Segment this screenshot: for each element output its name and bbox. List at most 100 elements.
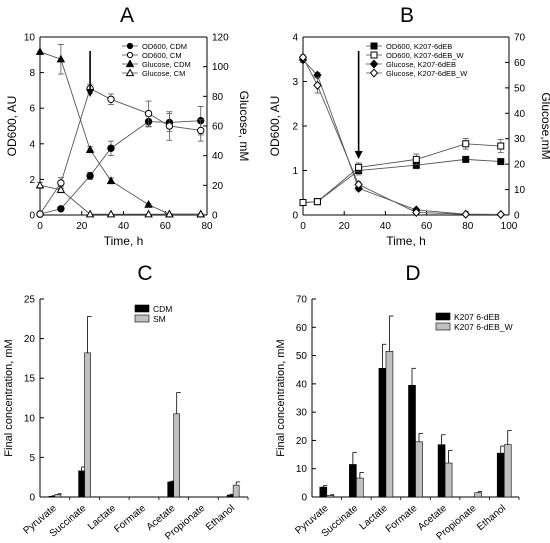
y-tick-label: 8 [29,68,35,79]
y-tick-label: 1 [292,166,298,177]
data-point [35,180,45,189]
panel-label: A [120,4,134,27]
x-tick-label: Formate [112,503,148,536]
legend-label: OD600, CM [142,51,182,60]
x-tick-label: 0 [300,221,306,232]
x-tick-label: Ethanol [204,503,237,533]
bar [437,444,446,498]
data-point [107,144,115,152]
legend-marker [369,68,379,78]
legend-label: Glucose, K207-6dEB_W [386,69,468,78]
y-tick-label: 10 [24,33,36,44]
y-tick-label: 5 [29,453,35,464]
panel-label: B [400,4,414,27]
data-point [298,52,308,62]
y-tick-label: 2 [292,122,298,133]
data-point [462,155,470,163]
y-tick-label: 10 [24,413,36,424]
legend-label: K207 6-dEB [454,312,500,322]
y-tick-label: 4 [29,139,35,150]
y2-tick-label: 40 [514,109,526,120]
legend-label: SM [153,314,166,324]
bar [226,494,234,498]
x-axis-title: Time, h [386,234,426,248]
x-tick-label: 100 [501,221,518,232]
panel-label: D [405,262,420,285]
legend-label: OD600, CDM [142,42,187,51]
data-point [107,95,115,104]
bar [349,464,357,498]
bar [378,367,387,498]
x-axis-title: Time, h [104,234,144,248]
bar [54,494,62,498]
bar [173,413,181,498]
data-point [461,209,470,219]
y-tick-label: 20 [24,334,36,345]
data-point [36,210,44,218]
y-tick-label: 60 [296,323,308,334]
y-tick-label: 0 [29,211,35,222]
legend-marker [370,42,378,50]
y2-tick-label: 120 [212,33,229,44]
y-axis-title: OD600, AU [268,96,282,157]
data-point [313,198,321,206]
bar [503,444,512,498]
y2-tick-label: 40 [212,151,224,162]
x-tick-label: 20 [339,221,351,232]
data-point [497,142,505,150]
data-point [462,140,470,148]
data-point [196,209,205,218]
y2-tick-label: 50 [514,83,526,94]
legend-marker [369,59,379,69]
y-tick-label: 15 [24,374,36,385]
y2-axis-title: Glucose, mM [237,91,251,162]
series-line-0 [39,120,201,215]
y-tick-label: 3 [292,77,298,88]
data-point [56,54,66,63]
y-tick-label: 20 [296,436,308,447]
y2-tick-label: 100 [212,62,229,73]
series-line-1 [302,143,501,203]
y-tick-label: 0 [292,211,298,222]
y-tick-label: 0 [29,493,35,504]
x-tick-label: 60 [421,221,433,232]
data-point [85,145,95,153]
bar [326,495,335,498]
bar [48,495,56,498]
legend-swatch [435,312,451,321]
y-tick-label: 40 [296,379,308,390]
y-tick-label: 0 [301,493,307,504]
data-point [497,158,505,166]
y2-axis-title: Glucose,mM [539,92,550,159]
legend-marker [125,59,135,68]
data-point [106,209,116,218]
legend-label: Glucose, CM [142,69,185,78]
data-point [144,109,153,118]
y2-tick-label: 0 [514,211,520,222]
data-point [35,47,45,55]
y-tick-label: 2 [29,175,35,186]
legend-label: OD600, K207-6dEB_W [386,51,464,60]
legend-label: Glucose, K207-6dEB [386,60,456,69]
legend-swatch [134,304,150,313]
legend-label: CDM [153,304,172,314]
panel-label: C [137,262,152,285]
data-point [144,199,153,208]
bar [84,352,91,498]
y2-tick-label: 70 [514,33,526,44]
y2-tick-label: 20 [514,160,526,171]
y2-tick-label: 30 [514,134,526,145]
x-tick-label: 0 [37,221,43,232]
bar [474,492,482,498]
data-point [106,176,116,184]
y-tick-label: 10 [296,464,308,475]
series-line-1 [39,87,201,215]
series-line-3 [302,57,501,215]
data-point [86,172,94,180]
data-point [197,126,205,135]
bar [496,452,505,498]
bar [232,484,240,498]
data-point [56,185,66,193]
bar [319,486,328,498]
data-point [412,155,420,163]
